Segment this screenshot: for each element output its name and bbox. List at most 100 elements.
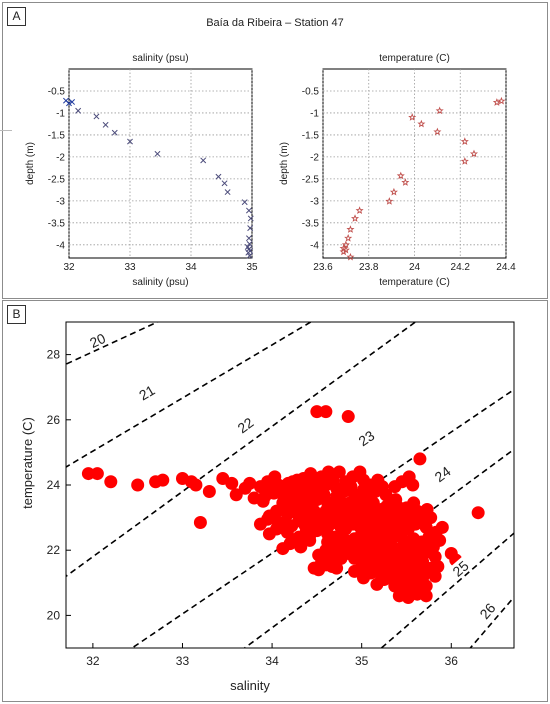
data-point — [334, 551, 348, 565]
data-point — [433, 127, 442, 136]
isopycnal-label-bg — [447, 555, 474, 582]
data-point — [289, 483, 303, 497]
data-point — [271, 478, 285, 492]
data-point — [401, 520, 415, 534]
data-point — [325, 473, 339, 487]
data-point — [413, 452, 427, 466]
data-point — [396, 171, 405, 180]
data-point — [346, 252, 355, 261]
isopycnal-line — [380, 532, 514, 648]
isopycnal-label: 23 — [356, 427, 378, 449]
y-tick-label: -2 — [56, 152, 65, 163]
data-point — [339, 247, 348, 256]
data-point — [469, 149, 479, 158]
y-tick-label: -1.5 — [302, 130, 320, 141]
x-tick-label: 34 — [265, 654, 279, 668]
y-tick-label: 26 — [47, 413, 61, 427]
data-point — [247, 225, 254, 232]
data-point — [460, 157, 469, 165]
data-point — [428, 550, 442, 564]
y-tick-label: -3 — [310, 196, 319, 207]
data-point — [348, 564, 362, 578]
isopycnal-label-bg — [84, 328, 111, 352]
salinity-depth-plot: 32 33 34 35 -0.5 -1 -1.5 -2 -2.5 -3 -3.5 -4 salinity… — [25, 53, 258, 288]
data-point — [356, 571, 370, 585]
x-tick-label: 35 — [246, 262, 258, 273]
data-point — [355, 206, 364, 214]
data-point — [352, 550, 366, 564]
scatter-core — [253, 465, 447, 604]
y-tick-label: -1 — [56, 108, 65, 119]
data-point — [417, 119, 426, 128]
data-point — [253, 517, 267, 531]
data-point — [361, 494, 375, 508]
x-tick-label: 35 — [355, 654, 369, 668]
y-tick-label: -3 — [56, 196, 65, 207]
x-tick-label: 24 — [409, 262, 421, 273]
panel-b: B 20 21 22 23 24 25 26 32 33 34 35 36 20 22 24 26 28 sali… — [2, 300, 548, 702]
data-point — [156, 473, 170, 487]
x-axis-label: salinity (psu) — [132, 277, 188, 288]
y-axis-label: depth (m) — [25, 142, 36, 185]
data-point — [471, 506, 485, 520]
data-point — [397, 563, 411, 577]
isopycnal-label-bg — [133, 380, 160, 405]
data-point — [352, 506, 366, 520]
isopycnal-line — [66, 322, 313, 468]
data-point — [415, 561, 429, 575]
data-point — [408, 113, 417, 121]
isopycnal-label: 21 — [136, 382, 158, 404]
y-tick-label: -0.5 — [48, 86, 66, 97]
x-axis-label: salinity — [230, 678, 270, 693]
x-axis-label: temperature (C) — [379, 277, 450, 288]
isopycnal-label-bg — [429, 461, 456, 487]
x-tick-label: 24.4 — [496, 262, 516, 273]
data-point — [312, 548, 326, 562]
y-tick-label: 24 — [47, 478, 61, 492]
x-tick-label: 24.2 — [451, 262, 471, 273]
data-point — [69, 99, 76, 105]
data-point — [81, 467, 95, 481]
isopycnal-label-bg — [352, 425, 380, 451]
data-point — [245, 235, 252, 242]
data-point — [370, 577, 384, 591]
data-point — [341, 410, 355, 424]
data-point — [307, 475, 321, 489]
data-point — [460, 137, 469, 145]
data-point — [419, 520, 433, 534]
data-point — [111, 129, 118, 136]
data-point — [433, 533, 447, 547]
data-point — [401, 581, 415, 595]
data-point — [246, 240, 253, 247]
data-point — [339, 475, 353, 489]
isopycnal-label-bg — [231, 412, 259, 438]
data-point — [253, 480, 267, 494]
data-point — [221, 180, 228, 187]
panel-a-title: Baía da Ribeira – Station 47 — [206, 17, 344, 29]
data-point — [131, 478, 145, 492]
y-tick-label: -2 — [310, 152, 319, 163]
data-point — [241, 199, 248, 206]
data-point — [410, 587, 424, 601]
data-point — [193, 515, 207, 529]
data-point — [90, 467, 104, 481]
data-point — [401, 178, 410, 186]
data-point — [247, 215, 254, 222]
data-point — [435, 106, 444, 115]
x-tick-label: 23.6 — [313, 262, 333, 273]
data-point — [303, 533, 317, 547]
data-point — [75, 107, 82, 114]
data-point — [280, 507, 294, 521]
isopycnal-label: 20 — [87, 330, 108, 351]
data-point — [334, 520, 348, 534]
plot-title: temperature (C) — [379, 53, 450, 64]
data-point — [189, 478, 203, 492]
data-point — [383, 524, 397, 538]
x-tick-label: 34 — [185, 262, 197, 273]
x-tick-label: 32 — [86, 654, 100, 668]
x-tick-label: 32 — [63, 262, 75, 273]
data-point — [316, 522, 330, 536]
data-point — [346, 225, 355, 233]
data-point — [379, 535, 393, 549]
